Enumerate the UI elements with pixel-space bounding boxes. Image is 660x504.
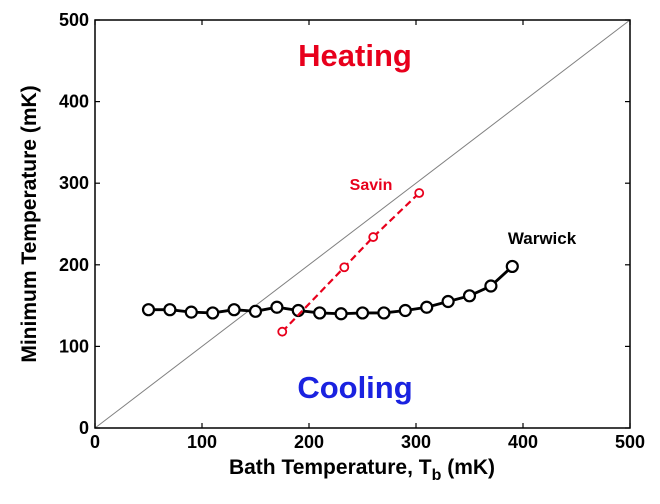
- data-point-warwick: [270, 300, 284, 314]
- tick-layer: 0 100 200 300 400 500 0 100 200 300 400 500: [59, 10, 645, 452]
- y-tick-label: 300: [59, 173, 89, 193]
- data-point-warwick: [206, 306, 220, 320]
- x-tick-label: 400: [508, 432, 538, 452]
- data-point-warwick: [334, 307, 348, 321]
- data-point-warwick: [462, 289, 477, 303]
- x-tick-label: 500: [615, 432, 645, 452]
- heating-annotation: Heating: [298, 38, 412, 73]
- x-tick-label: 300: [401, 432, 431, 452]
- data-point-warwick: [163, 303, 177, 317]
- data-point-warwick: [398, 303, 412, 318]
- y-axis-label: Minimum Temperature (mK): [18, 85, 41, 362]
- data-point-warwick: [505, 259, 519, 274]
- reference-diagonal-line: [94, 19, 631, 429]
- series-line-savin: [281, 192, 420, 333]
- data-point-warwick: [420, 300, 434, 314]
- data-point-warwick: [313, 306, 327, 320]
- data-point-warwick: [248, 304, 263, 318]
- x-tick-label: 100: [187, 432, 217, 452]
- x-tick-label: 0: [90, 432, 100, 452]
- data-point-warwick: [441, 294, 455, 309]
- warwick-series-label: Warwick: [508, 229, 577, 248]
- x-axis-label-subscript: b: [432, 467, 442, 484]
- data-point-savin: [368, 232, 379, 242]
- data-point-warwick: [141, 303, 156, 317]
- y-tick-label: 400: [59, 92, 89, 112]
- diagonal-layer: [94, 19, 631, 429]
- data-point-warwick: [355, 306, 370, 320]
- data-point-savin: [414, 188, 425, 198]
- series-line-warwick: [148, 265, 514, 316]
- data-point-warwick: [377, 306, 391, 320]
- y-tick-label: 0: [79, 418, 89, 438]
- x-axis-label: Bath Temperature, Tb (mK): [229, 456, 495, 484]
- savin-series-label: Savin: [350, 177, 393, 194]
- cooling-annotation: Cooling: [297, 370, 412, 405]
- data-point-savin: [339, 262, 350, 273]
- x-tick-label: 200: [294, 432, 324, 452]
- y-tick-label: 100: [59, 336, 89, 356]
- data-point-warwick: [184, 305, 198, 319]
- data-point-savin: [277, 326, 288, 337]
- data-point-warwick: [484, 279, 498, 293]
- plot-frame: [94, 19, 631, 429]
- y-tick-label: 500: [59, 10, 89, 30]
- x-axis-label-unit: (mK): [441, 456, 495, 479]
- x-axis-label-main: Bath Temperature, T: [229, 456, 432, 479]
- series-layer: [141, 188, 519, 337]
- y-tick-label: 200: [59, 255, 89, 275]
- data-point-warwick: [227, 303, 241, 317]
